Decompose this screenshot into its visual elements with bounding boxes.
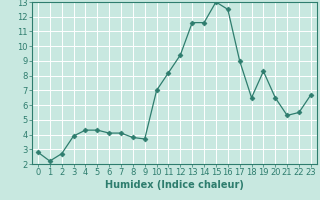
X-axis label: Humidex (Indice chaleur): Humidex (Indice chaleur)	[105, 180, 244, 190]
